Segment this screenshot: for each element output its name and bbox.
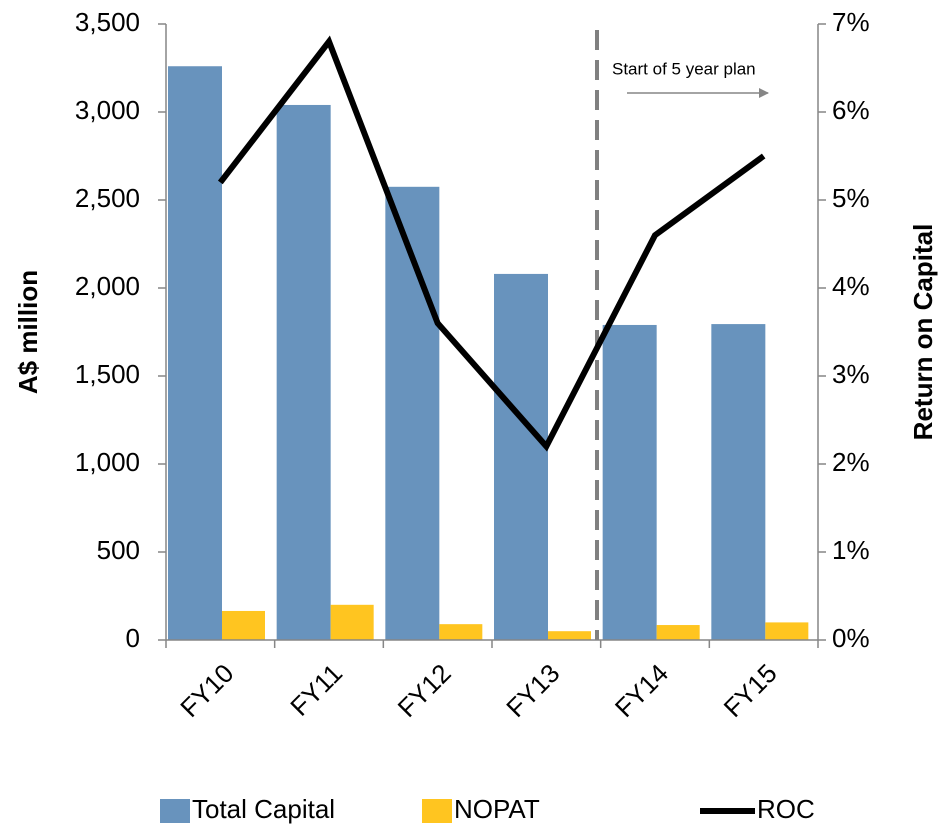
- bar: [494, 273, 548, 640]
- y2-tick-label: 0%: [832, 623, 870, 653]
- bar: [765, 622, 809, 640]
- y2-tick-label: 4%: [832, 271, 870, 301]
- y-tick-label: 0: [126, 623, 140, 653]
- legend-swatch: [160, 799, 190, 823]
- x-tick-label: FY13: [500, 658, 565, 723]
- legend-label: Total Capital: [192, 794, 335, 824]
- y-tick-label: 3,000: [75, 95, 140, 125]
- bar: [711, 324, 766, 640]
- y-tick-label: 1,500: [75, 359, 140, 389]
- y2-tick-label: 2%: [832, 447, 870, 477]
- x-tick-label: FY12: [392, 658, 457, 723]
- x-tick-label: FY11: [284, 658, 348, 722]
- x-tick-label: FY15: [718, 658, 783, 723]
- y2-axis-title: Return on Capital: [908, 224, 938, 441]
- y2-tick-label: 7%: [832, 7, 870, 37]
- y-tick-label: 2,500: [75, 183, 140, 213]
- legend-label: NOPAT: [454, 794, 540, 824]
- y-tick-label: 3,500: [75, 7, 140, 37]
- y-tick-label: 1,000: [75, 447, 140, 477]
- y2-tick-label: 3%: [832, 359, 870, 389]
- bar: [222, 610, 265, 640]
- bar: [656, 625, 700, 640]
- line: [217, 35, 766, 452]
- bar: [602, 324, 657, 640]
- legend-label: ROC: [757, 794, 815, 824]
- bar: [330, 604, 374, 640]
- y2-tick-label: 6%: [832, 95, 870, 125]
- bar: [168, 66, 222, 641]
- y-tick-label: 2,000: [75, 271, 140, 301]
- bar: [439, 624, 483, 640]
- y-tick-label: 500: [97, 535, 140, 565]
- y2-tick-label: 1%: [832, 535, 870, 565]
- legend-swatch: [422, 799, 452, 823]
- bar: [548, 631, 591, 640]
- annotation: Start of 5 year plan: [612, 59, 756, 78]
- bar: [276, 104, 331, 640]
- y2-tick-label: 5%: [832, 183, 870, 213]
- x-tick-label: FY14: [609, 658, 674, 723]
- x-tick-label: FY10: [174, 658, 239, 723]
- y-axis-title: A$ million: [13, 270, 43, 394]
